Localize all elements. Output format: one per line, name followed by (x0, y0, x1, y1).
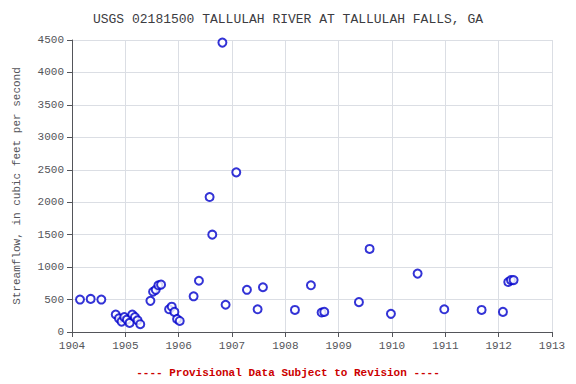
svg-text:1907: 1907 (219, 340, 245, 352)
svg-text:500: 500 (44, 294, 64, 306)
svg-text:2000: 2000 (38, 196, 64, 208)
svg-text:1909: 1909 (325, 340, 351, 352)
svg-text:3000: 3000 (38, 131, 64, 143)
svg-text:4000: 4000 (38, 66, 64, 78)
svg-text:1913: 1913 (539, 340, 565, 352)
svg-text:0: 0 (57, 326, 64, 338)
svg-text:2500: 2500 (38, 164, 64, 176)
svg-text:1911: 1911 (432, 340, 459, 352)
svg-text:1905: 1905 (112, 340, 138, 352)
svg-text:Streamflow, in cubic feet per: Streamflow, in cubic feet per second (11, 67, 23, 305)
svg-text:1908: 1908 (272, 340, 298, 352)
svg-text:3500: 3500 (38, 99, 64, 111)
svg-text:---- Provisional Data Subject: ---- Provisional Data Subject to Revisio… (136, 367, 440, 379)
svg-text:1904: 1904 (59, 340, 86, 352)
svg-text:1000: 1000 (38, 261, 64, 273)
svg-text:1912: 1912 (485, 340, 511, 352)
svg-text:1906: 1906 (165, 340, 191, 352)
svg-text:1910: 1910 (379, 340, 405, 352)
svg-text:1500: 1500 (38, 229, 64, 241)
svg-text:USGS 02181500 TALLULAH RIVER A: USGS 02181500 TALLULAH RIVER AT TALLULAH… (93, 12, 483, 27)
svg-text:4500: 4500 (38, 34, 64, 46)
